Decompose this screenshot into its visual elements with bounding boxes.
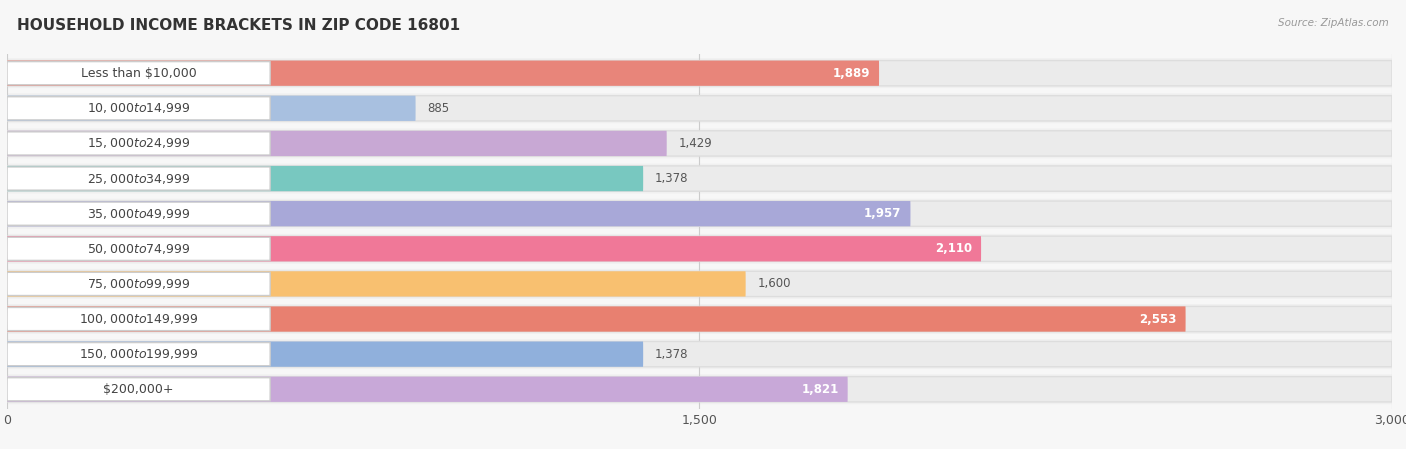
Text: $50,000 to $74,999: $50,000 to $74,999 [87,242,190,256]
FancyBboxPatch shape [7,377,1392,402]
FancyBboxPatch shape [7,201,911,226]
FancyBboxPatch shape [7,271,745,296]
FancyBboxPatch shape [7,273,270,295]
FancyBboxPatch shape [7,237,270,260]
FancyBboxPatch shape [7,374,1392,404]
FancyBboxPatch shape [7,163,1392,194]
FancyBboxPatch shape [7,269,1392,299]
FancyBboxPatch shape [7,378,270,401]
FancyBboxPatch shape [7,96,1392,121]
FancyBboxPatch shape [7,97,270,120]
Text: $10,000 to $14,999: $10,000 to $14,999 [87,101,190,115]
FancyBboxPatch shape [7,93,1392,123]
FancyBboxPatch shape [7,131,666,156]
Text: $25,000 to $34,999: $25,000 to $34,999 [87,172,190,185]
Text: $75,000 to $99,999: $75,000 to $99,999 [87,277,190,291]
FancyBboxPatch shape [7,167,270,190]
FancyBboxPatch shape [7,304,1392,334]
Text: HOUSEHOLD INCOME BRACKETS IN ZIP CODE 16801: HOUSEHOLD INCOME BRACKETS IN ZIP CODE 16… [17,18,460,33]
FancyBboxPatch shape [7,306,1392,332]
FancyBboxPatch shape [7,377,848,402]
FancyBboxPatch shape [7,306,1185,332]
Text: Source: ZipAtlas.com: Source: ZipAtlas.com [1278,18,1389,28]
FancyBboxPatch shape [7,199,1392,229]
Text: $100,000 to $149,999: $100,000 to $149,999 [79,312,198,326]
Text: 1,957: 1,957 [863,207,901,220]
FancyBboxPatch shape [7,96,416,121]
Text: 1,378: 1,378 [655,172,688,185]
FancyBboxPatch shape [7,201,1392,226]
FancyBboxPatch shape [7,202,270,225]
FancyBboxPatch shape [7,271,1392,296]
FancyBboxPatch shape [7,342,1392,367]
Text: 1,821: 1,821 [801,383,838,396]
FancyBboxPatch shape [7,62,270,85]
FancyBboxPatch shape [7,308,270,330]
FancyBboxPatch shape [7,236,981,261]
FancyBboxPatch shape [7,343,270,366]
Text: 1,429: 1,429 [678,137,711,150]
FancyBboxPatch shape [7,339,1392,369]
FancyBboxPatch shape [7,166,1392,191]
FancyBboxPatch shape [7,342,643,367]
Text: 2,553: 2,553 [1139,313,1177,326]
FancyBboxPatch shape [7,61,879,86]
FancyBboxPatch shape [7,236,1392,261]
Text: Less than $10,000: Less than $10,000 [80,67,197,79]
FancyBboxPatch shape [7,131,1392,156]
Text: $200,000+: $200,000+ [104,383,174,396]
FancyBboxPatch shape [7,58,1392,88]
FancyBboxPatch shape [7,132,270,155]
Text: $15,000 to $24,999: $15,000 to $24,999 [87,136,190,150]
FancyBboxPatch shape [7,234,1392,264]
FancyBboxPatch shape [7,128,1392,158]
FancyBboxPatch shape [7,166,643,191]
Text: 885: 885 [427,102,450,115]
FancyBboxPatch shape [7,61,1392,86]
Text: $35,000 to $49,999: $35,000 to $49,999 [87,207,190,220]
Text: 1,600: 1,600 [758,277,790,291]
Text: 2,110: 2,110 [935,242,972,255]
Text: $150,000 to $199,999: $150,000 to $199,999 [79,347,198,361]
Text: 1,889: 1,889 [832,67,870,79]
Text: 1,378: 1,378 [655,348,688,361]
